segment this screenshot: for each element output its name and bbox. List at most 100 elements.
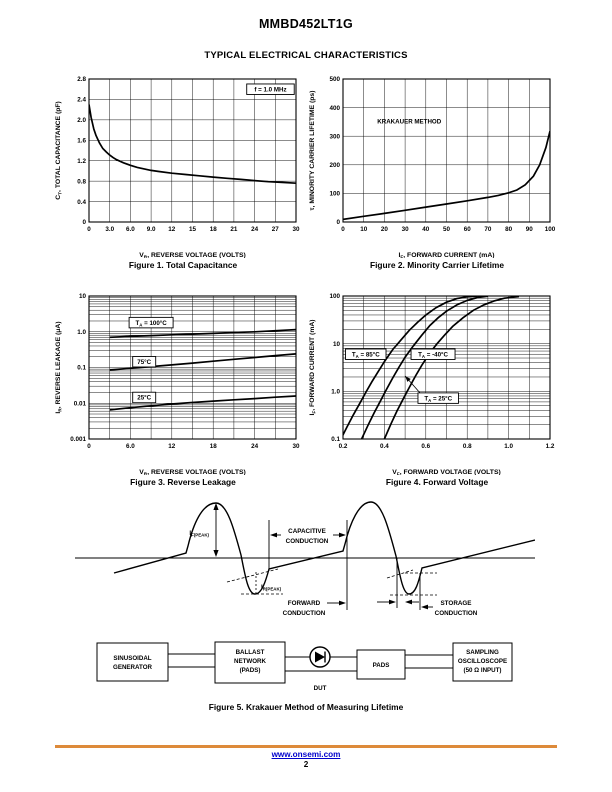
figure4-caption: Figure 4. Forward Voltage [385,477,489,487]
figure3-caption: Figure 3. Reverse Leakage [130,477,236,487]
block-label-ballast-3: (PADS) [240,667,261,674]
tick-labels: 0 6.0 12 18 24 30 0.001 0.01 0.1 1.0 10 [70,293,300,450]
annotation-box [132,356,157,368]
current-waveform [113,501,535,595]
svg-text:100: 100 [329,191,340,198]
figure2-chart: 0 10 20 30 40 50 60 70 80 90 100 0 100 200 300 400 500 IF… [306,68,568,260]
pads-box [356,649,406,680]
block-label-ballast-2: NETWORK [234,658,266,665]
waveform-label-ir-peak: IR(PEAK) [261,584,282,592]
ballast-network-box [214,641,286,684]
svg-text:27: 27 [272,226,280,233]
grid-lines [88,295,297,440]
block-label-generator-1: SINUSOIDAL [113,655,151,662]
waveform-label-forward-2: CONDUCTION [283,610,326,617]
svg-text:0.4: 0.4 [380,443,389,450]
svg-text:0: 0 [341,226,345,233]
page-number: 2 [303,760,309,769]
annotation-box [345,348,387,360]
onsemi-link[interactable]: www.onsemi.com [271,750,341,759]
annotation-box [417,392,459,404]
svg-text:10: 10 [333,341,341,348]
svg-text:50: 50 [443,226,451,233]
sampling-oscilloscope-box [452,642,513,682]
annotation-label: 75°C [137,359,151,366]
storage-conduction-arrows [377,599,433,610]
svg-text:0.001: 0.001 [70,436,86,443]
tick-labels: 0.2 0.4 0.6 0.8 1.0 1.2 0.1 1.0 10 100 [329,293,554,450]
plot-border [342,295,551,440]
block-boxes [96,641,513,684]
chart-svg: 0 6.0 12 18 24 30 0.001 0.01 0.1 1.0 10 VR, REVERSE… [55,293,300,477]
annotation-box [246,83,295,95]
svg-text:24: 24 [251,443,259,450]
waveform-label-storage-2: CONDUCTION [435,610,478,617]
svg-text:100: 100 [545,226,556,233]
svg-text:6.0: 6.0 [126,443,135,450]
plot-border [88,295,297,440]
svg-text:10: 10 [79,293,87,300]
series-curve [383,296,520,439]
annotation-label: f = 1.0 MHz [254,86,286,93]
svg-text:30: 30 [292,443,300,450]
tick-labels: 0 3.0 6.0 9.0 12 15 18 21 24 27 30 0 0.4 0.8 1.2 1.6 2.0… [77,76,300,233]
chart-svg: 0.2 0.4 0.6 0.8 1.0 1.2 0.1 1.0 10 100 VF, FORWARD… [309,293,555,477]
svg-text:0.4: 0.4 [77,199,86,206]
annotation-label: TA = 85°C [352,351,380,359]
waveform-label-if-peak: IF(PEAK) [189,530,209,538]
figure-4-forward-voltage: 0.2 0.4 0.6 0.8 1.0 1.2 0.1 1.0 10 100 VF, FORWARD… [306,285,568,487]
measurement-block-diagram: SINUSOIDAL GENERATOR BALLAST NETWORK (PA… [96,641,513,692]
figure-2-minority-carrier-lifetime: 0 10 20 30 40 50 60 70 80 90 100 0 100 200 300 400 500 IF… [306,68,568,270]
series-curve [89,104,296,185]
svg-text:21: 21 [230,226,238,233]
series-curve [360,296,489,439]
dut-label: DUT [314,685,327,692]
svg-text:500: 500 [329,76,340,83]
svg-text:12: 12 [168,443,176,450]
block-label-scope-2: OSCILLOSCOPE [458,658,507,665]
svg-text:9.0: 9.0 [147,226,156,233]
x-axis-label: VF, FORWARD VOLTAGE (VOLTS) [392,469,501,475]
svg-text:0.1: 0.1 [331,436,340,443]
annotation-box [132,391,157,404]
figure-3-reverse-leakage: 0 6.0 12 18 24 30 0.001 0.01 0.1 1.0 10 VR, REVERSE… [52,285,314,487]
annotation-box [410,348,456,360]
block-label-pads: PADS [373,662,390,669]
svg-text:0.1: 0.1 [77,365,86,372]
y-axis-label: CT, TOTAL CAPACITANCE (pF) [55,101,64,200]
series-curve [109,395,296,411]
block-label-scope-1: SAMPLING [466,649,499,656]
svg-text:1.0: 1.0 [77,329,86,336]
svg-text:24: 24 [251,226,259,233]
krakauer-waveform-diagram: IF(PEAK) IR(PEAK) CAPACITIVE CONDUCTION … [75,501,535,617]
svg-text:18: 18 [210,226,218,233]
annotation-label: TA = 25°C [424,395,452,403]
footer-rule [55,745,557,748]
chart-svg: 0 10 20 30 40 50 60 70 80 90 100 0 100 200 300 400 500 IF… [309,76,556,260]
grid-lines [342,295,551,440]
series-curve [109,353,296,371]
svg-text:100: 100 [329,293,340,300]
figure1-caption: Figure 1. Total Capacitance [128,260,238,270]
svg-text:0.8: 0.8 [463,443,472,450]
svg-text:0: 0 [82,219,86,226]
svg-text:30: 30 [402,226,410,233]
chart-svg: 0 3.0 6.0 9.0 12 15 18 21 24 27 30 0 0.4 0.8 1.2 1.6 2.0… [55,76,300,260]
svg-text:18: 18 [210,443,218,450]
svg-text:400: 400 [329,105,340,112]
svg-text:0.8: 0.8 [77,178,86,185]
svg-text:6.0: 6.0 [126,226,135,233]
figure5-caption: Figure 5. Krakauer Method of Measuring L… [208,702,404,712]
svg-text:200: 200 [329,162,340,169]
waveform-label-forward-1: FORWARD [288,600,321,607]
annotation-label: KRAKAUER METHOD [377,119,441,126]
svg-text:300: 300 [329,133,340,140]
diode-symbol [309,646,331,668]
svg-text:0: 0 [336,219,340,226]
svg-text:1.6: 1.6 [77,137,86,144]
figure2-caption: Figure 2. Minority Carrier Lifetime [369,260,505,270]
sinusoidal-generator-box [96,642,169,682]
svg-text:70: 70 [484,226,492,233]
svg-text:1.0: 1.0 [504,443,513,450]
svg-text:15: 15 [189,226,197,233]
